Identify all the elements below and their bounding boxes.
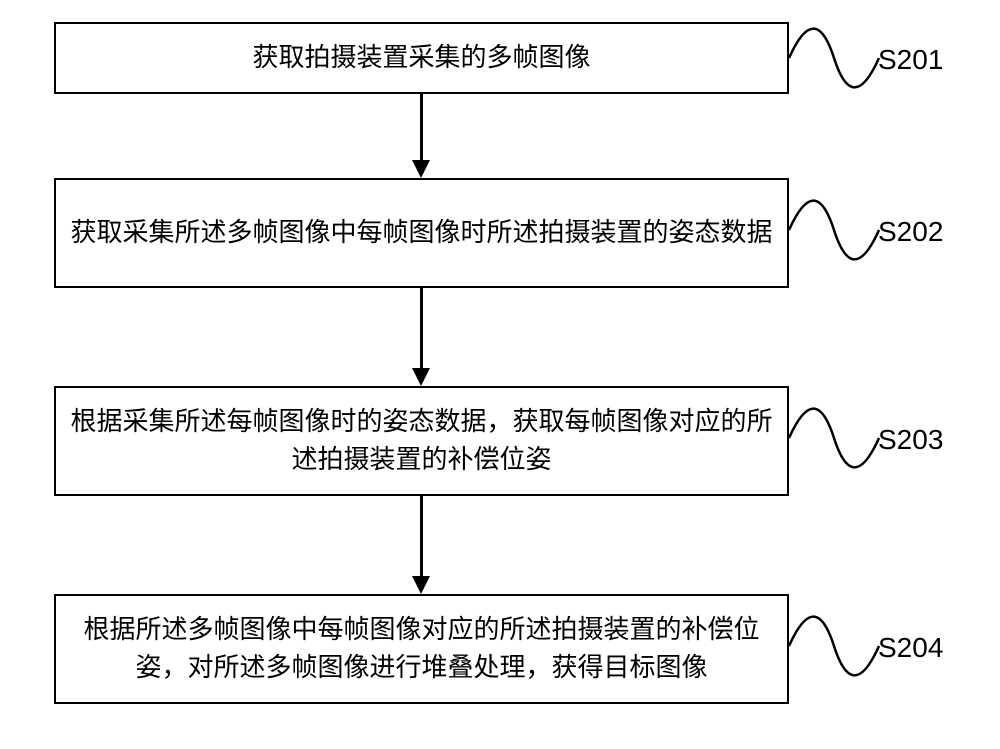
step-label-S201: S201 bbox=[878, 44, 943, 76]
arrow-head-icon bbox=[412, 368, 430, 386]
step-box-S202: 获取采集所述多帧图像中每帧图像时所述拍摄装置的姿态数据 bbox=[54, 178, 789, 288]
step-text: 根据所述多帧图像中每帧图像对应的所述拍摄装置的补偿位姿，对所述多帧图像进行堆叠处… bbox=[70, 611, 773, 686]
flowchart-canvas: 获取拍摄装置采集的多帧图像 S201 获取采集所述多帧图像中每帧图像时所述拍摄装置的… bbox=[0, 0, 1000, 749]
step-box-S203: 根据采集所述每帧图像时的姿态数据，获取每帧图像对应的所述拍摄装置的补偿位姿 bbox=[54, 386, 789, 496]
arrow-shaft bbox=[420, 94, 423, 162]
wave-connector bbox=[789, 620, 879, 672]
step-label-S203: S203 bbox=[878, 424, 943, 456]
wave-connector bbox=[789, 32, 879, 84]
step-box-S204: 根据所述多帧图像中每帧图像对应的所述拍摄装置的补偿位姿，对所述多帧图像进行堆叠处… bbox=[54, 594, 789, 704]
step-label-S202: S202 bbox=[878, 216, 943, 248]
wave-connector bbox=[789, 204, 879, 256]
arrow-head-icon bbox=[412, 576, 430, 594]
step-text: 获取采集所述多帧图像中每帧图像时所述拍摄装置的姿态数据 bbox=[70, 214, 772, 252]
arrow-shaft bbox=[420, 288, 423, 370]
step-text: 获取拍摄装置采集的多帧图像 bbox=[252, 39, 590, 77]
step-box-S201: 获取拍摄装置采集的多帧图像 bbox=[54, 22, 789, 94]
step-label-S204: S204 bbox=[878, 632, 943, 664]
arrow-shaft bbox=[420, 496, 423, 578]
arrow-head-icon bbox=[412, 160, 430, 178]
step-text: 根据采集所述每帧图像时的姿态数据，获取每帧图像对应的所述拍摄装置的补偿位姿 bbox=[70, 403, 773, 478]
wave-connector bbox=[789, 412, 879, 464]
